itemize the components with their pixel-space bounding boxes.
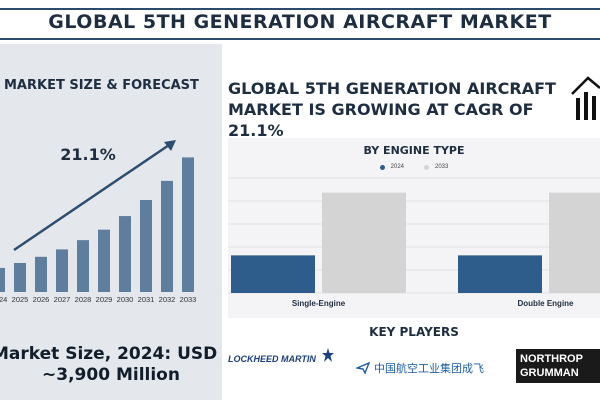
- forecast-bar-2033: [182, 157, 194, 292]
- engine-category-label: Single-Engine: [292, 299, 346, 308]
- forecast-tick-2026: 2026: [33, 295, 50, 304]
- aviation-logo-icon: [356, 362, 370, 374]
- market-size-value-line-2: ~3,900 Million: [42, 365, 180, 385]
- forecast-bar-2028: [77, 240, 89, 292]
- growth-chart: 2024 2025 2026 2027 2028 2029 2030 2031 2032 2033…: [0, 140, 197, 304]
- forecast-bar-2026: [35, 256, 47, 292]
- legend-item-2024: 2024: [379, 164, 404, 170]
- forecast-bar-2027: [56, 249, 68, 292]
- engine-legend: 2024 2033: [228, 164, 600, 170]
- northrop-grumman-logo: NORTHROP GRUMMAN: [516, 349, 600, 383]
- market-size-value-line-1: Market Size, 2024: USD: [0, 344, 218, 364]
- engine-type-panel: Single-Engine Double Engine BY ENGINE TYP…: [228, 138, 600, 318]
- forecast-tick-2024: 2024: [0, 295, 7, 304]
- legend-swatch-2033: [424, 164, 429, 170]
- forecast-tick-2033: 2033: [180, 295, 197, 304]
- key-players-section: KEY PLAYERS LOCKHEED MARTIN 中国航空工业集团成飞 N…: [228, 318, 600, 400]
- forecast-tick-2027: 2027: [54, 295, 71, 304]
- forecast-bar-2032: [161, 180, 173, 292]
- legend-label-2033: 2033: [435, 164, 449, 170]
- forecast-bar-2030: [119, 216, 131, 292]
- growth-headline: GLOBAL 5TH GENERATION AIRCRAFT MARKET IS…: [228, 79, 556, 140]
- legend-item-2033: 2033: [424, 164, 448, 170]
- engine-type-heading: BY ENGINE TYPE: [363, 144, 465, 157]
- forecast-tick-2025: 2025: [12, 295, 29, 304]
- forecast-tick-2028: 2028: [75, 295, 92, 304]
- market-size-heading: MARKET SIZE & FORECAST: [4, 78, 199, 93]
- engine-bar-1-2033: [549, 192, 600, 293]
- engine-bar-0-2024: [231, 255, 315, 293]
- market-size-panel: 2024 2025 2026 2027 2028 2029 2030 2031 2032 2033…: [0, 44, 222, 400]
- house-growth-icon: [571, 76, 600, 120]
- engine-bar-1-2024: [458, 255, 542, 293]
- trend-arrow-line: [13, 141, 173, 252]
- forecast-bar-2025: [14, 262, 26, 292]
- title-bar: GLOBAL 5TH GENERATION AIRCRAFT MARKET: [0, 0, 600, 44]
- key-players-title: KEY PLAYERS: [369, 325, 459, 339]
- forecast-bar-2024: [0, 267, 5, 292]
- forecast-tick-2031: 2031: [138, 295, 155, 304]
- forecast-bar-2031: [140, 200, 152, 292]
- legend-label-2024: 2024: [390, 164, 404, 170]
- engine-type-chart: Single-Engine Double Engine: [228, 177, 600, 308]
- lockheed-martin-logo: LOCKHEED MARTIN: [228, 354, 316, 364]
- page-title: GLOBAL 5TH GENERATION AIRCRAFT MARKET: [48, 11, 552, 33]
- engine-bar-0-2033: [322, 192, 406, 293]
- legend-swatch-2024: [379, 164, 385, 170]
- avic-chengdu-logo-text: 中国航空工业集团成飞: [374, 363, 484, 375]
- forecast-tick-2030: 2030: [117, 295, 134, 304]
- forecast-bar-2029: [98, 229, 110, 292]
- forecast-tick-2029: 2029: [96, 295, 113, 304]
- avic-chengdu-logo: 中国航空工业集团成飞: [356, 360, 484, 376]
- cagr-annotation: 21.1%: [60, 145, 116, 164]
- trend-arrow-head: [164, 140, 176, 151]
- engine-category-label: Double Engine: [518, 299, 575, 308]
- star-icon: [322, 348, 334, 362]
- forecast-tick-2032: 2032: [159, 295, 176, 304]
